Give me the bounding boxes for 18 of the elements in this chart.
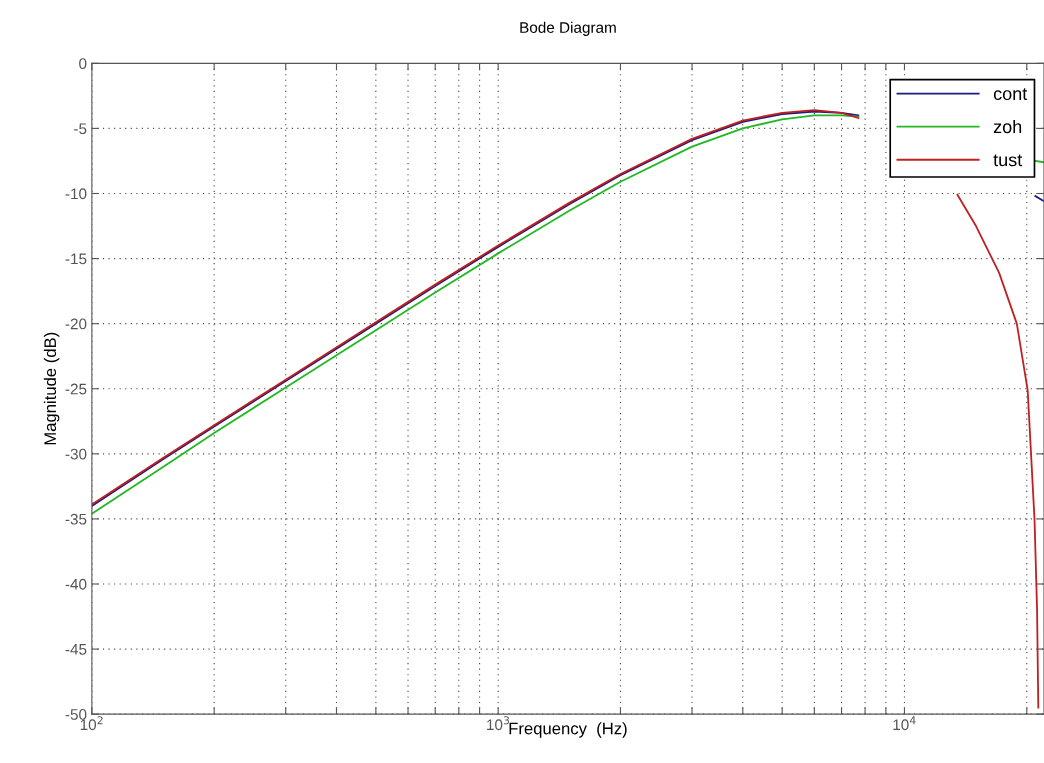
y-tick-label: -45	[65, 644, 87, 655]
legend-label: tust	[993, 154, 1023, 167]
y-tick-label: 0	[79, 58, 87, 70]
chart-title: Bode Diagram	[520, 21, 616, 36]
x-tick-label: 10$^{3}$	[487, 716, 510, 731]
y-tick-label: -35	[65, 513, 87, 525]
y-tick-label: -15	[65, 253, 87, 265]
y-tick-label: -10	[65, 188, 87, 200]
y-tick-label: -40	[65, 578, 87, 590]
x-tick-label: 10$^{4}$	[893, 716, 916, 731]
y-tick-label: -30	[65, 448, 87, 460]
x-axis-title: Frequency (Hz)	[509, 722, 627, 738]
y-tick-label: -20	[65, 318, 87, 330]
legend-label: cont	[993, 88, 1028, 101]
legend-label: zoh	[993, 119, 1022, 134]
y-tick-label: -25	[65, 383, 87, 395]
y-tick-label: -5	[74, 123, 87, 135]
y-axis-title: Magnitude (dB)	[43, 332, 60, 445]
